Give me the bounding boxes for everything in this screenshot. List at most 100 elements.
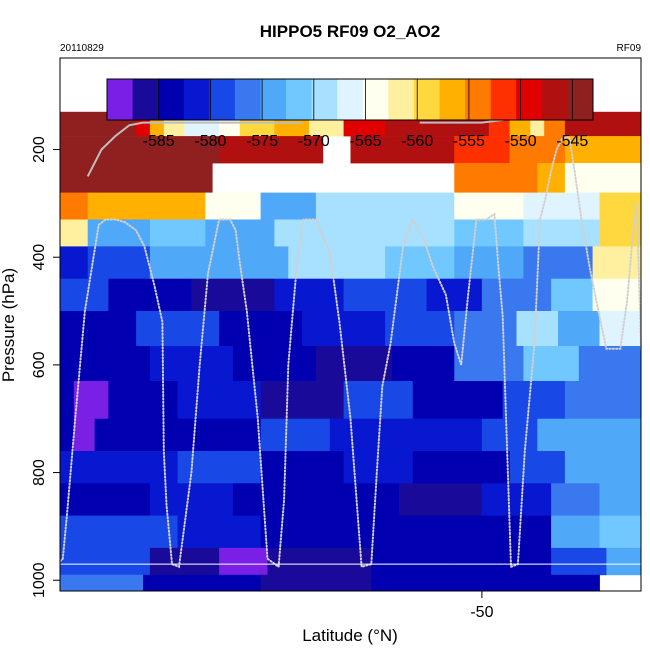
heatmap-cell — [73, 418, 95, 452]
upper-track-line — [86, 121, 303, 177]
heatmap-cell — [398, 483, 483, 516]
colorbar-swatch — [337, 79, 364, 120]
colorbar-swatch — [465, 79, 492, 120]
heatmap-cell — [108, 381, 178, 420]
heatmap-cell — [551, 515, 600, 549]
heatmap-cell — [60, 163, 213, 193]
colorbar-swatch — [413, 79, 441, 120]
heatmap-cell — [481, 574, 552, 592]
heatmap-cell — [60, 381, 75, 420]
heatmap-cell — [149, 246, 220, 280]
heatmap-cell — [60, 278, 109, 312]
y-tick-label: 800 — [31, 459, 48, 486]
heatmap-cell — [219, 136, 324, 164]
heatmap-cell — [371, 219, 455, 247]
heatmap-cell — [329, 418, 400, 452]
heatmap-cell — [177, 418, 261, 452]
heatmap-cell — [143, 574, 261, 592]
colorbar-tick-label: -545 — [556, 133, 588, 150]
heatmap-cell — [73, 381, 109, 420]
heatmap-cell — [60, 483, 151, 516]
heatmap-cell — [274, 219, 372, 247]
heatmap-cell — [267, 547, 372, 576]
heatmap-cell — [177, 381, 261, 420]
heatmap-cell — [274, 278, 344, 312]
x-axis-label: Latitude (°N) — [302, 626, 398, 645]
heatmap-cell — [606, 547, 642, 576]
heatmap-cell — [564, 451, 642, 484]
chart-title: HIPPO5 RF09 O2_AO2 — [260, 22, 440, 41]
plot-frame — [59, 57, 642, 592]
flight-track-group — [59, 110, 642, 569]
heatmap-cell — [564, 381, 642, 420]
heatmap-cell — [149, 547, 220, 576]
heatmap-cell — [454, 246, 524, 280]
heatmap-cell — [60, 418, 75, 452]
heatmap-cell — [412, 381, 504, 420]
heatmap-cell — [371, 547, 455, 576]
heatmap-cell — [136, 311, 220, 347]
heatmap-cell — [551, 574, 600, 592]
heatmap-cell — [599, 515, 642, 549]
heatmap-cell — [599, 192, 642, 220]
heatmap-cell — [578, 346, 642, 382]
heatmap-cell — [454, 136, 510, 164]
colorbar-tick-label: -575 — [246, 133, 278, 150]
heatmap-cell — [219, 311, 303, 347]
y-axis: 200 400 600 800 1000 — [31, 136, 60, 598]
colorbar-swatch — [567, 79, 594, 120]
heatmap-cell — [260, 192, 317, 220]
colorbar-tick-label: -570 — [298, 133, 330, 150]
y-tick-label: 400 — [31, 244, 48, 271]
date-label: 20110829 — [60, 43, 104, 54]
heatmap-cell — [260, 574, 372, 592]
heatmap-cell — [315, 192, 455, 220]
colorbar-swatch — [260, 79, 287, 120]
heatmap-cell — [426, 278, 483, 312]
colorbar-frame — [106, 78, 594, 121]
flight-label: RF09 — [617, 43, 642, 54]
colorbar-swatch — [439, 79, 466, 120]
heatmap-cell — [385, 246, 455, 280]
heatmap-cell — [205, 192, 261, 220]
heatmap-cell — [288, 246, 386, 280]
colorbar-tick-label: -585 — [143, 133, 175, 150]
heatmap-cell — [371, 574, 483, 592]
y-axis-label: Pressure (hPa) — [0, 268, 18, 382]
y-tick-label: 1000 — [31, 562, 48, 598]
colorbar-swatch — [234, 79, 261, 120]
heatmap-cell — [60, 192, 89, 220]
x-axis: -50 — [470, 591, 494, 621]
heatmap-cell — [260, 381, 344, 420]
heatmap-cell — [260, 515, 372, 549]
heatmap-cell — [454, 515, 552, 549]
heatmap-cell — [454, 219, 524, 247]
heatmap-cell — [592, 246, 642, 280]
colorbar-tick-label: -550 — [505, 133, 537, 150]
heatmap-cell — [551, 483, 600, 516]
heatmap-cell — [60, 311, 137, 347]
heatmap-cell — [260, 451, 344, 484]
colorbar-swatch — [286, 79, 313, 120]
heatmap-cell — [551, 547, 607, 576]
heatmap-cell — [149, 483, 234, 516]
heatmap-cell — [191, 278, 275, 312]
colorbar-swatch — [132, 79, 159, 120]
colorbar-tick-label: -580 — [194, 133, 226, 150]
heatmap-cell — [412, 451, 510, 484]
colorbar-tick-label: -565 — [349, 133, 381, 150]
colorbar-tick-label: -560 — [401, 133, 433, 150]
heatmap-cell — [60, 136, 220, 164]
heatmap-cell — [149, 219, 206, 247]
colorbar-swatch — [107, 79, 134, 120]
heatmap-cell — [502, 381, 566, 420]
heatmap-cell — [60, 547, 151, 576]
colorbar-swatch — [490, 79, 517, 120]
heatmap-cell — [398, 418, 483, 452]
heatmap-cell — [558, 311, 600, 347]
heatmap-cell — [343, 278, 427, 312]
heatmap-cell — [60, 515, 178, 549]
colorbar-swatch — [209, 79, 236, 120]
colorbar: -585 -580 -575 -570 -565 -560 -555 -550 -545 — [106, 78, 594, 150]
heatmap-cell — [599, 311, 642, 347]
